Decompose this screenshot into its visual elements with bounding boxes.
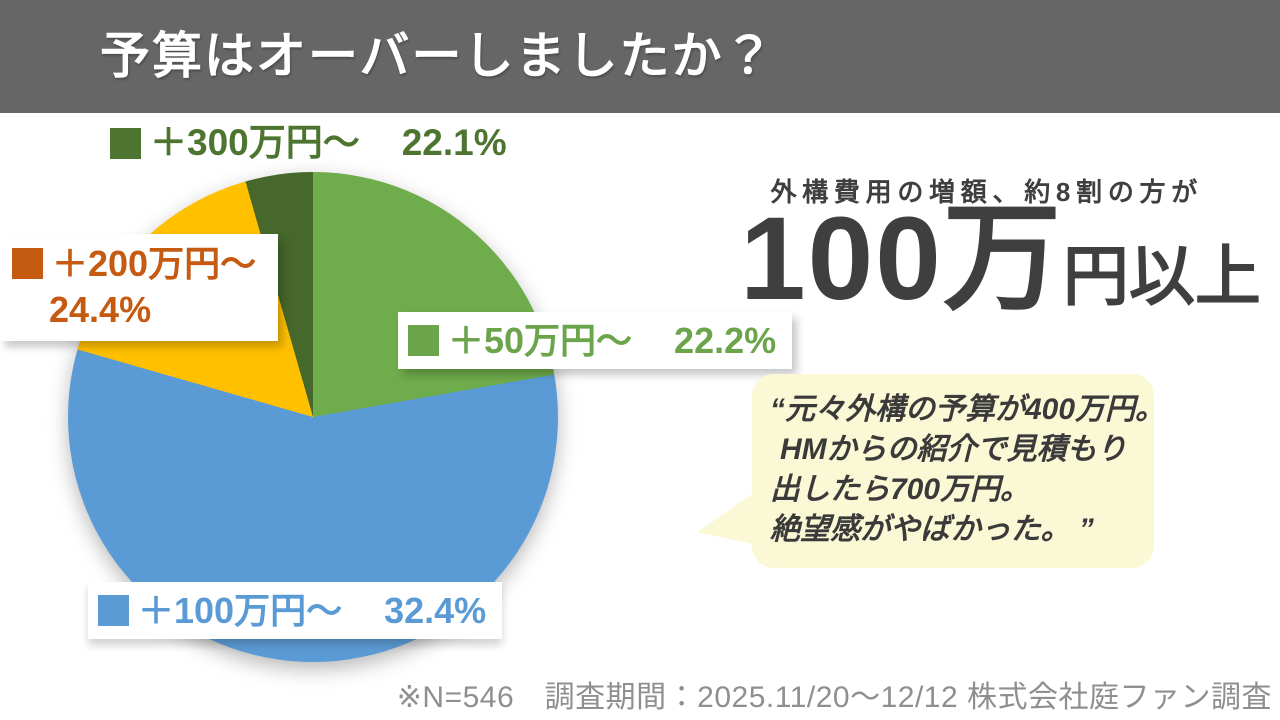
legend-marker-300man [110, 127, 141, 159]
legend-item-50man: ＋50万円〜 22.2% [398, 312, 793, 370]
quote-line: 絶望感がやばかった。 ” [770, 513, 1094, 546]
legend-label-200man: ＋200万円〜 [52, 243, 257, 284]
legend-label-300man: ＋300万円〜 [150, 122, 360, 163]
legend-marker-100man [98, 595, 129, 627]
quote-bubble [752, 374, 1154, 568]
legend-percent-50man: 22.2% [674, 320, 777, 361]
headline-suffix: 円以上 [1062, 239, 1261, 313]
legend-percent-300man: 22.1% [401, 122, 507, 163]
legend-label-50man: ＋50万円〜 [448, 320, 633, 361]
quote-bubble-tail-icon [697, 491, 756, 545]
quote-line: “元々外構の予算が400万円。 [770, 393, 1166, 426]
legend-marker-200man [12, 248, 43, 280]
headline-big-line: 100万円以上 [740, 200, 1261, 318]
legend-label-100man: ＋100万円〜 [138, 590, 343, 631]
headline-kicker: 外構費用の増額、約8割の方が [770, 177, 1203, 207]
legend-percent-200man: 24.4% [49, 289, 152, 331]
footer-caption: ※N=546 調査期間：2025.11/20〜12/12 株式会社庭ファン調査 [396, 681, 1272, 714]
header-banner: 予算はオーバーしましたか？ [0, 0, 1280, 113]
headline-big-number: 100万 [740, 193, 1063, 325]
page-title: 予算はオーバーしましたか？ [100, 28, 776, 84]
legend-item-100man: ＋100万円〜 32.4% [88, 582, 503, 640]
legend-item-300man: ＋300万円〜 22.1% [110, 121, 507, 165]
quote-line: HMからの紹介で見積もり [780, 433, 1127, 466]
legend-percent-100man: 32.4% [384, 590, 487, 631]
quote-line: 出したら700万円。 [770, 473, 1031, 506]
legend-item-200man: ＋200万円〜 24.4% [0, 234, 278, 342]
legend-marker-50man [408, 325, 439, 357]
quote-text: “元々外構の予算が400万円。 HMからの紹介で見積もり 出したら700万円。 … [770, 390, 1166, 550]
